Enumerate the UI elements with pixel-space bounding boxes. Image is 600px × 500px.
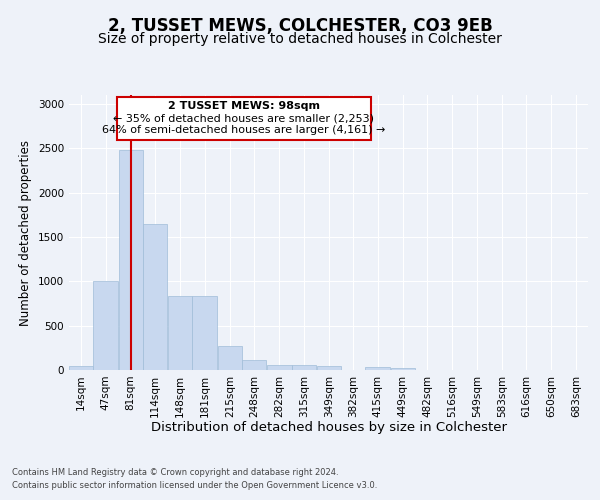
Bar [365,368,390,370]
Y-axis label: Number of detached properties: Number of detached properties [19,140,32,326]
Bar [242,360,266,370]
Text: Contains HM Land Registry data © Crown copyright and database right 2024.: Contains HM Land Registry data © Crown c… [12,468,338,477]
Bar [69,366,94,370]
Bar [391,368,415,370]
Bar [317,366,341,370]
Bar [168,296,193,370]
Text: Size of property relative to detached houses in Colchester: Size of property relative to detached ho… [98,32,502,46]
Bar [267,365,292,370]
Bar [193,296,217,370]
Bar [94,282,118,370]
Text: Distribution of detached houses by size in Colchester: Distribution of detached houses by size … [151,421,507,434]
Bar [143,224,167,370]
Text: 64% of semi-detached houses are larger (4,161) →: 64% of semi-detached houses are larger (… [102,126,386,136]
Bar [119,150,143,370]
Bar [292,365,316,370]
Text: Contains public sector information licensed under the Open Government Licence v3: Contains public sector information licen… [12,480,377,490]
Text: 2, TUSSET MEWS, COLCHESTER, CO3 9EB: 2, TUSSET MEWS, COLCHESTER, CO3 9EB [107,18,493,36]
Text: 2 TUSSET MEWS: 98sqm: 2 TUSSET MEWS: 98sqm [168,101,320,111]
Text: ← 35% of detached houses are smaller (2,253): ← 35% of detached houses are smaller (2,… [113,114,374,124]
Bar [218,346,242,370]
